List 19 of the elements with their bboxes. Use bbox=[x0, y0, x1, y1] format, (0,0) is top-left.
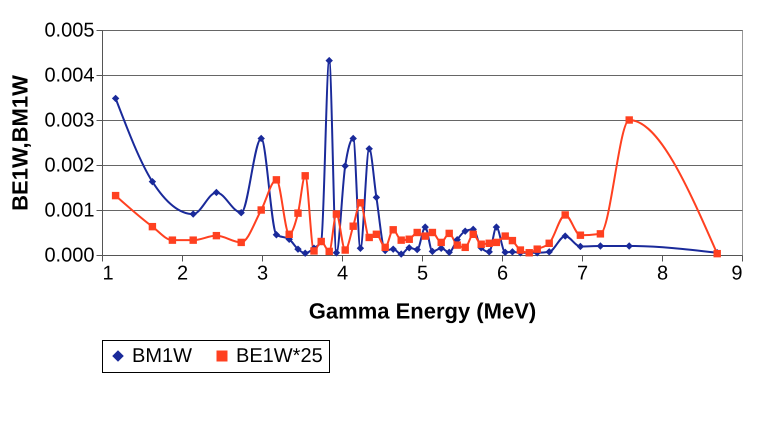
legend-label: BE1W*25 bbox=[236, 345, 323, 367]
x-tick-label: 4 bbox=[336, 262, 348, 284]
y-tick-label: 0.004 bbox=[44, 64, 94, 86]
y-tick-label: 0.000 bbox=[44, 244, 94, 266]
y-axis-title: BE1W,BM1W bbox=[7, 74, 32, 211]
x-tick-label: 1 bbox=[102, 262, 114, 284]
y-tick-label: 0.003 bbox=[44, 110, 94, 132]
y-tick-label: 0.005 bbox=[44, 20, 94, 42]
x-tick-label: 8 bbox=[656, 262, 668, 284]
y-tick-label: 0.002 bbox=[44, 154, 94, 176]
x-tick-label: 6 bbox=[496, 262, 508, 284]
x-tick-label: 5 bbox=[416, 262, 428, 284]
x-tick-label: 7 bbox=[576, 262, 588, 284]
x-tick-label: 9 bbox=[731, 262, 742, 284]
x-axis-title: Gamma Energy (MeV) bbox=[308, 298, 536, 324]
y-tick-label: 0.001 bbox=[44, 200, 94, 222]
x-tick-label: 2 bbox=[176, 262, 188, 284]
x-tick-label: 3 bbox=[256, 262, 268, 284]
legend-label: BM1W bbox=[132, 345, 192, 367]
